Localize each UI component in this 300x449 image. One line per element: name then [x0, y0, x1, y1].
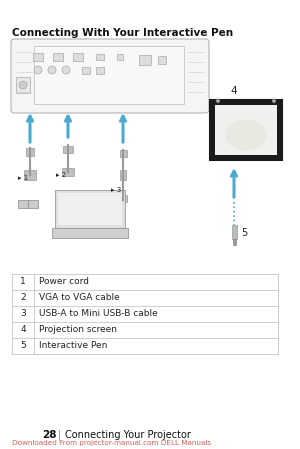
Bar	[215, 105, 277, 155]
Bar	[62, 168, 74, 176]
Circle shape	[19, 81, 27, 89]
Bar	[24, 170, 36, 180]
Text: VGA to VGA cable: VGA to VGA cable	[39, 294, 120, 303]
Ellipse shape	[226, 120, 266, 150]
Bar	[18, 200, 28, 208]
Bar	[117, 54, 123, 60]
Bar	[53, 53, 63, 61]
Text: ▸ 3: ▸ 3	[111, 187, 121, 193]
Text: Power cord: Power cord	[39, 277, 89, 286]
Bar	[16, 77, 30, 93]
Text: 28: 28	[42, 430, 56, 440]
Bar	[82, 66, 90, 74]
Circle shape	[62, 66, 70, 74]
Bar	[96, 66, 104, 74]
Bar	[120, 170, 126, 180]
Bar	[55, 190, 125, 228]
Text: 4: 4	[231, 86, 237, 96]
Circle shape	[48, 66, 56, 74]
Text: 5: 5	[20, 342, 26, 351]
Text: 1: 1	[20, 277, 26, 286]
Text: Connecting Your Projector: Connecting Your Projector	[65, 430, 191, 440]
Bar	[210, 100, 282, 160]
Bar	[96, 54, 104, 60]
Bar	[28, 200, 38, 208]
Bar	[158, 56, 166, 64]
Text: 2: 2	[20, 294, 26, 303]
Bar	[232, 239, 236, 245]
Bar	[33, 53, 43, 61]
Text: ▸ 2: ▸ 2	[56, 172, 66, 178]
Text: Downloaded From projector-manual.com DELL Manuals: Downloaded From projector-manual.com DEL…	[12, 440, 211, 446]
Circle shape	[272, 99, 276, 103]
Text: 3: 3	[20, 309, 26, 318]
Bar	[139, 55, 151, 65]
Bar	[58, 193, 122, 225]
Text: |: |	[58, 430, 61, 440]
Text: ▸ 1: ▸ 1	[18, 175, 28, 181]
Text: Interactive Pen: Interactive Pen	[39, 342, 107, 351]
Bar	[63, 145, 73, 153]
Text: 4: 4	[20, 326, 26, 335]
Circle shape	[34, 66, 42, 74]
Bar	[26, 148, 34, 156]
Bar	[119, 150, 127, 157]
Text: USB-A to Mini USB-B cable: USB-A to Mini USB-B cable	[39, 309, 158, 318]
Bar	[73, 53, 83, 61]
Circle shape	[216, 99, 220, 103]
FancyBboxPatch shape	[11, 39, 209, 113]
Bar	[34, 46, 184, 104]
Text: Projection screen: Projection screen	[39, 326, 117, 335]
Bar	[232, 225, 236, 239]
Text: Connecting With Your Interactive Pen: Connecting With Your Interactive Pen	[12, 28, 233, 38]
Bar	[52, 228, 128, 238]
Bar	[119, 194, 127, 202]
Text: 5: 5	[241, 228, 247, 238]
